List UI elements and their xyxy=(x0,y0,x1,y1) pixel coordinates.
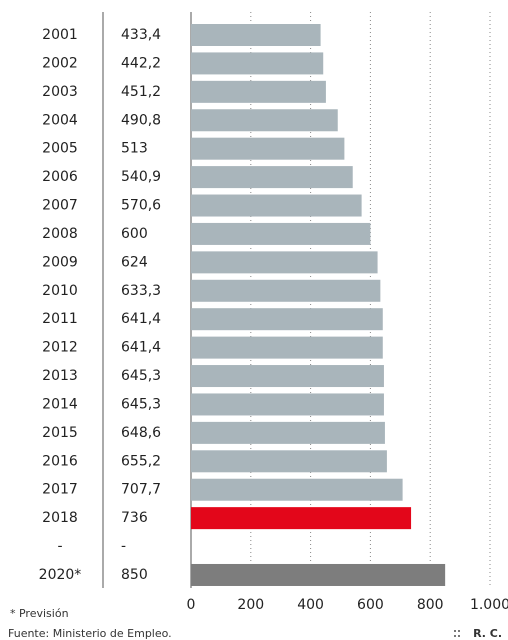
category-label: 2006 xyxy=(42,169,78,185)
category-label: 2017 xyxy=(42,482,78,498)
bar xyxy=(191,222,371,245)
source: Fuente: Ministerio de Empleo. xyxy=(8,627,172,640)
value-label: 648,6 xyxy=(121,425,161,441)
value-label: 645,3 xyxy=(121,396,161,412)
value-label: 707,7 xyxy=(121,482,161,498)
bar xyxy=(191,109,338,132)
bar xyxy=(191,308,383,331)
bar xyxy=(191,393,384,416)
category-label: 2009 xyxy=(42,254,78,270)
category-label: 2018 xyxy=(42,510,78,526)
x-tick-label: 600 xyxy=(357,597,384,613)
x-tick-label: 0 xyxy=(187,597,196,613)
bar xyxy=(191,365,384,388)
category-label: 2010 xyxy=(42,283,78,299)
category-label: 2008 xyxy=(42,226,78,242)
value-label: 736 xyxy=(121,510,148,526)
bar xyxy=(191,279,381,302)
value-label: 641,4 xyxy=(121,311,161,327)
bar xyxy=(191,450,387,473)
value-label: 641,4 xyxy=(121,340,161,356)
bar xyxy=(191,478,403,501)
value-label: 540,9 xyxy=(121,169,161,185)
value-label: 442,2 xyxy=(121,55,161,71)
note: * Previsión xyxy=(10,607,69,620)
value-label: 655,2 xyxy=(121,453,161,469)
bar xyxy=(191,336,383,359)
category-label: 2002 xyxy=(42,55,78,71)
value-label: 600 xyxy=(121,226,148,242)
value-label: 570,6 xyxy=(121,198,161,214)
bar xyxy=(191,166,353,189)
value-label: - xyxy=(121,539,126,555)
value-label: 451,2 xyxy=(121,84,161,100)
value-label: 433,4 xyxy=(121,27,161,43)
x-tick-label: 800 xyxy=(417,597,444,613)
value-label: 645,3 xyxy=(121,368,161,384)
category-label: 2012 xyxy=(42,340,78,356)
bar xyxy=(191,137,345,160)
value-label: 850 xyxy=(121,567,148,583)
value-label: 624 xyxy=(121,254,148,270)
category-label: 2014 xyxy=(42,396,78,412)
bar xyxy=(191,251,378,274)
category-label: 2011 xyxy=(42,311,78,327)
bar xyxy=(191,194,362,217)
category-label: 2015 xyxy=(42,425,78,441)
x-tick-label: 1.000 xyxy=(470,597,508,613)
category-label: 2003 xyxy=(42,84,78,100)
bar xyxy=(191,80,326,103)
bar xyxy=(191,563,446,586)
category-label: 2013 xyxy=(42,368,78,384)
x-tick-label: 200 xyxy=(237,597,264,613)
category-label: 2020* xyxy=(39,567,82,583)
category-label: - xyxy=(57,539,62,555)
credit: R. C. xyxy=(473,627,502,640)
x-tick-label: 400 xyxy=(297,597,324,613)
value-label: 490,8 xyxy=(121,112,161,128)
bar xyxy=(191,507,412,530)
category-label: 2001 xyxy=(42,27,78,43)
bar xyxy=(191,24,321,46)
category-label: 2016 xyxy=(42,453,78,469)
value-label: 513 xyxy=(121,141,148,157)
value-label: 633,3 xyxy=(121,283,161,299)
category-label: 2004 xyxy=(42,112,78,128)
category-label: 2007 xyxy=(42,198,78,214)
credit-icon xyxy=(454,630,460,637)
bar xyxy=(191,421,385,444)
category-label: 2005 xyxy=(42,141,78,157)
bar xyxy=(191,52,324,75)
